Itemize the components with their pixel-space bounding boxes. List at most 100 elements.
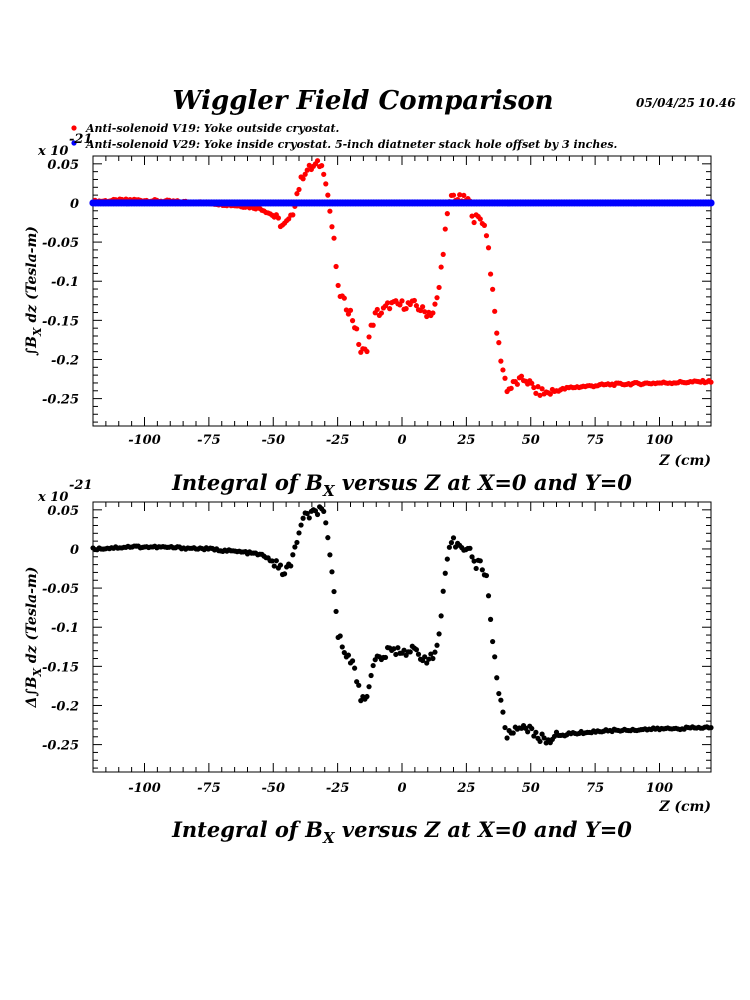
data-point <box>288 563 294 569</box>
data-point <box>492 308 498 314</box>
data-point <box>374 306 380 313</box>
data-point <box>469 554 475 560</box>
data-point <box>444 556 450 562</box>
data-point <box>438 613 444 619</box>
data-point <box>403 306 409 312</box>
data-point <box>341 295 347 301</box>
y-tick-label: -0.1 <box>51 621 79 636</box>
data-point <box>370 662 376 669</box>
data-point <box>539 386 545 392</box>
data-point <box>339 644 345 650</box>
data-point <box>325 192 331 198</box>
data-point <box>399 298 405 304</box>
chart-panel-bottom: -100 -75 -50 -25 0 25 50 75 100 0.05 0 -0.05 -0.1 -0.… <box>24 478 714 847</box>
data-point <box>442 226 448 232</box>
x-tick-label: -100 <box>128 781 161 796</box>
data-point <box>432 301 438 307</box>
x-tick-label: 75 <box>586 781 604 796</box>
data-point <box>498 358 504 364</box>
data-point <box>269 558 275 564</box>
data-point <box>413 303 420 309</box>
data-point <box>323 520 329 526</box>
data-point <box>290 212 296 218</box>
data-point <box>345 652 352 658</box>
x-tick-label: 50 <box>522 781 540 796</box>
data-point <box>533 390 539 396</box>
data-point <box>366 334 372 340</box>
data-point <box>384 300 391 306</box>
series-1 <box>89 199 715 207</box>
data-point <box>450 535 457 541</box>
data-point <box>378 310 384 316</box>
legend-label-v19: Anti-solenoid V19: Yoke outside cryostat… <box>85 122 340 135</box>
y-tick-label: -0.2 <box>51 699 79 714</box>
data-point <box>708 379 714 385</box>
x-tick-label: 0 <box>397 781 406 796</box>
data-point <box>275 215 281 221</box>
data-point <box>477 216 483 222</box>
y-tick-label: -0.25 <box>42 739 79 754</box>
data-point <box>529 725 535 732</box>
data-point <box>473 565 479 572</box>
y-tick-label: -0.05 <box>42 582 79 597</box>
data-point <box>496 340 502 346</box>
data-point <box>430 310 436 316</box>
y-tick-label: -0.15 <box>42 314 79 329</box>
data-point <box>333 263 339 270</box>
data-point <box>343 307 349 313</box>
data-point <box>529 380 535 386</box>
data-point <box>292 544 298 550</box>
y-multiplier: x 10 <box>37 144 68 159</box>
data-point <box>496 690 502 697</box>
data-point <box>302 171 308 177</box>
data-point <box>487 271 494 277</box>
data-point <box>490 286 496 292</box>
data-point <box>368 672 374 679</box>
data-point <box>306 515 312 521</box>
data-point <box>415 651 422 657</box>
data-point <box>420 304 426 310</box>
data-point <box>492 654 498 660</box>
series-0 <box>90 158 714 398</box>
data-point <box>450 192 457 198</box>
data-point <box>518 373 525 379</box>
time-stamp: 10.46 <box>698 96 736 110</box>
chart-title: Integral of BX versus Z at X=0 and Y=0 <box>171 817 632 847</box>
data-point <box>440 251 446 258</box>
date-stamp: 05/04/25 <box>636 96 695 110</box>
x-axis-label: Z (cm) <box>658 799 711 815</box>
y-tick-label: 0 <box>70 543 79 558</box>
data-point <box>432 649 438 655</box>
data-point <box>434 642 440 648</box>
data-point <box>424 313 430 320</box>
data-point <box>438 264 444 270</box>
data-point <box>502 724 508 731</box>
x-tick-label: 100 <box>646 433 673 448</box>
data-point <box>531 384 537 391</box>
data-point <box>277 562 284 568</box>
data-point <box>417 307 424 314</box>
y-multiplier-exponent: -21 <box>69 132 93 147</box>
y-tick-label: 0.05 <box>47 504 79 519</box>
data-point <box>436 284 442 291</box>
data-point <box>485 245 492 251</box>
data-point <box>502 375 508 381</box>
data-point <box>500 709 506 715</box>
data-point <box>314 158 321 164</box>
data-point <box>349 318 356 324</box>
data-point <box>446 544 452 550</box>
data-point <box>547 391 553 397</box>
chart-panel-top: -100 -75 -50 -25 0 25 50 75 100 0.05 0 -0.05 -0.1 -0.… <box>24 132 715 500</box>
x-tick-label: 25 <box>456 781 475 796</box>
data-point <box>483 572 490 579</box>
data-point <box>479 567 485 573</box>
y-axis-label: Δ∫BX dz (Tesla-m) <box>24 567 44 709</box>
y-tick-label: -0.2 <box>51 353 79 368</box>
data-point <box>327 552 333 558</box>
data-point <box>273 558 279 564</box>
data-point <box>430 655 436 662</box>
data-point <box>306 162 312 168</box>
chart-title: Integral of BX versus Z at X=0 and Y=0 <box>171 470 632 500</box>
data-point <box>483 233 490 239</box>
